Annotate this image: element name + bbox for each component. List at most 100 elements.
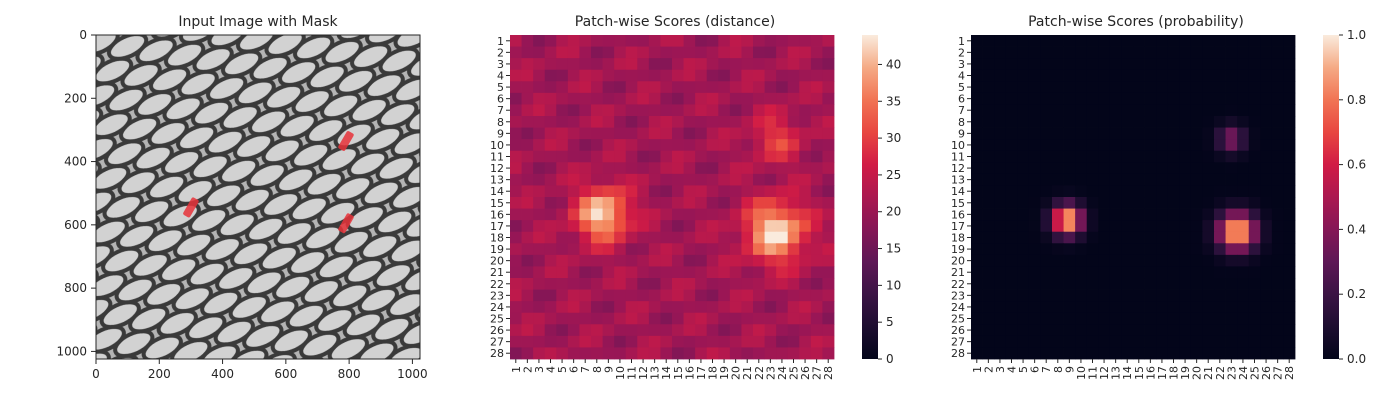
heatmap-cell [741,347,754,360]
heatmap-cell [776,58,789,71]
heatmap-cell [729,162,742,175]
heatmap-cell [1202,347,1215,360]
heatmap-cell [764,58,777,71]
col-label: 28 [1283,366,1296,380]
heatmap-cell [1248,197,1261,209]
heatmap-cell [637,139,650,152]
heatmap-cell [1063,220,1076,233]
heatmap-cell [718,335,731,348]
heatmap-cell [1005,197,1018,209]
heatmap-cell [637,81,650,94]
heatmap-cell [1260,150,1273,163]
heatmap-cell [994,266,1007,279]
heatmap-cell [982,185,995,198]
heatmap-cell [741,92,754,105]
heatmap-cell [567,289,580,302]
heatmap-cell [1028,139,1041,152]
heatmap-cell [799,127,812,140]
heatmap-cell [1225,92,1238,105]
heatmap-cell [579,185,592,198]
heatmap-cell [1121,69,1134,82]
heatmap-cell [729,266,742,279]
heatmap-cell [810,243,823,256]
heatmap-cell [822,69,835,82]
heatmap-cell [1260,254,1273,267]
heatmap-cell [1098,312,1111,325]
heatmap-cell [1109,127,1122,140]
heatmap-cell [1052,127,1064,140]
heatmap-cell [994,46,1007,59]
heatmap-cell [614,81,627,94]
heatmap-cell [741,162,754,175]
heatmap-cell [602,81,615,94]
heatmap-cell [799,162,812,175]
heatmap-cell [1260,278,1273,290]
heatmap-cell [799,278,812,290]
heatmap-cell [753,162,765,175]
heatmap-cell [1028,162,1041,175]
heatmap-cell [1040,335,1053,348]
heatmap-cell [1271,301,1284,314]
heatmap-cell [1214,254,1226,267]
panel-3-row-labels: 1234567891011121314151617181920212223242… [951,35,971,360]
heatmap-cell [753,266,765,279]
heatmap-cell [660,335,673,348]
heatmap-cell [1179,35,1192,47]
heatmap-cell [741,35,754,47]
heatmap-cell [637,35,650,47]
heatmap-cell [1028,127,1041,140]
heatmap-cell [1144,324,1157,337]
heatmap-cell [1086,104,1099,117]
heatmap-cell [764,324,777,337]
row-label: 24 [951,301,965,314]
heatmap-cell [1283,173,1296,186]
heatmap-cell [1202,173,1215,186]
heatmap-cell [1121,312,1134,325]
heatmap-cell [591,185,603,198]
heatmap-cell [982,301,995,314]
heatmap-cell [971,278,983,290]
row-label: 28 [490,347,504,360]
heatmap-cell [1260,69,1273,82]
heatmap-cell [556,162,569,175]
heatmap-cell [1237,301,1250,314]
heatmap-cell [1214,139,1226,152]
heatmap-cell [718,278,731,290]
heatmap-cell [602,289,615,302]
heatmap-cell [521,347,534,360]
heatmap-cell [822,312,835,325]
heatmap-cell [1040,139,1053,152]
heatmap-cell [521,127,534,140]
heatmap-cell [544,46,557,59]
heatmap-cell [741,46,754,59]
heatmap-cell [994,162,1007,175]
heatmap-cell [1121,116,1134,128]
heatmap-cell [510,335,522,348]
heatmap-cell [556,58,569,71]
heatmap-cell [544,104,557,117]
heatmap-cell [660,69,673,82]
heatmap-cell [1237,35,1250,47]
heatmap-cell [556,185,569,198]
heatmap-cell [1098,324,1111,337]
heatmap-cell [1144,289,1157,302]
heatmap-cell [533,324,546,337]
heatmap-cell [1248,185,1261,198]
heatmap-cell [982,173,995,186]
heatmap-cell [521,150,534,163]
heatmap-cell [695,185,708,198]
heatmap-cell [1017,266,1030,279]
heatmap-cell [567,150,580,163]
panel-3-col-labels: 1234567891011121314151617181920212223242… [971,359,1296,380]
heatmap-cell [776,301,789,314]
heatmap-cell [556,208,569,221]
heatmap-cell [1098,104,1111,117]
heatmap-cell [521,173,534,186]
heatmap-cell [1005,104,1018,117]
heatmap-cell [1190,150,1203,163]
heatmap-cell [1156,220,1169,233]
heatmap-cell [614,185,627,198]
heatmap-cell [799,139,812,152]
heatmap-cell [1133,116,1145,128]
heatmap-cell [764,312,777,325]
